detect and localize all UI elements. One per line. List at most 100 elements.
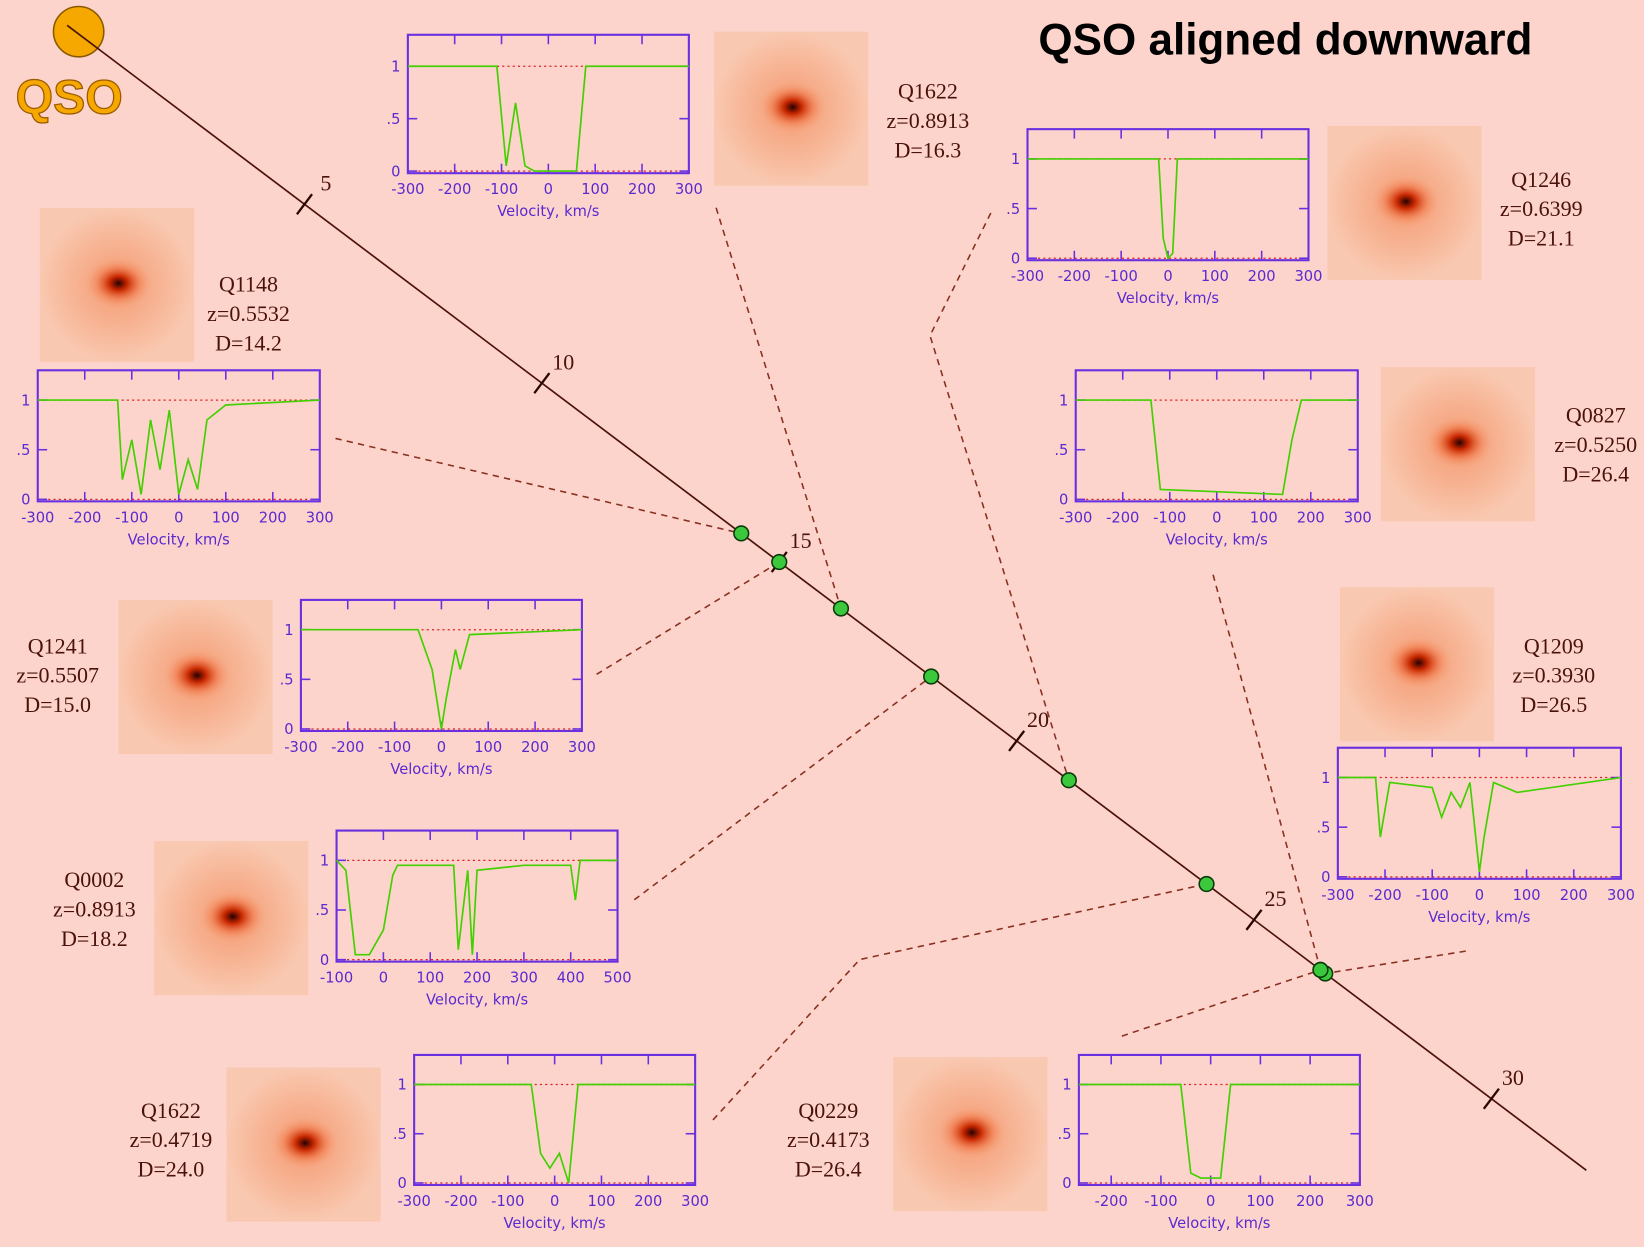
leader-line: [335, 437, 742, 535]
qso-label: QSO: [16, 70, 123, 124]
spectrum-line: [414, 1083, 696, 1184]
x-tick-label: -200: [438, 181, 471, 198]
absorber-dot: [771, 553, 788, 571]
x-tick-label: -100: [1144, 1193, 1177, 1210]
galaxy-blob: [1382, 635, 1455, 691]
y-tick-label: 1: [1011, 151, 1020, 168]
x-tick-label: 300: [1294, 268, 1322, 285]
x-tick-label: 300: [675, 181, 703, 198]
x-axis-label: Velocity, km/s: [426, 992, 528, 1009]
y-tick-label: .5: [1317, 819, 1331, 836]
x-tick-label: 100: [416, 970, 444, 987]
distance-tick: [1008, 730, 1026, 752]
x-tick-label: 0: [174, 509, 183, 526]
x-tick-label: 200: [628, 181, 656, 198]
galaxy-blob: [82, 256, 155, 311]
x-tick-label: -100: [491, 1193, 524, 1210]
system-label: z=0.5250: [1554, 432, 1637, 457]
y-tick-label: .5: [387, 111, 401, 128]
system-label: D=26.4: [795, 1157, 862, 1182]
y-tick-label: 0: [1059, 492, 1068, 509]
x-tick-label: 300: [1344, 509, 1372, 526]
x-tick-label: -100: [1105, 268, 1138, 285]
y-tick-label: 1: [1321, 770, 1330, 787]
system-label: D=24.0: [138, 1157, 205, 1182]
y-tick-label: 1: [1059, 392, 1068, 409]
system-label: z=0.8913: [53, 897, 136, 922]
x-tick-label: -300: [284, 739, 317, 756]
x-tick-label: 300: [568, 739, 596, 756]
spectrum-line: [1075, 399, 1358, 496]
spectrum-line: [300, 628, 582, 730]
system-label: D=16.3: [894, 137, 961, 162]
x-tick-label: 400: [557, 970, 585, 987]
x-axis-label: Velocity, km/s: [504, 1215, 606, 1232]
x-tick-label: -300: [1321, 887, 1354, 904]
x-tick-label: 200: [463, 970, 491, 987]
galaxy-blob: [936, 1105, 1008, 1160]
x-tick-label: -100: [1416, 887, 1449, 904]
system-panel: Q0229 z=0.4173 D=26.4 -200 -100 0 100 200 300 0 .5…: [787, 969, 1374, 1232]
spectrum-line: [1337, 776, 1622, 872]
absorber-dot: [1198, 875, 1215, 893]
x-tick-label: 300: [1607, 887, 1635, 904]
y-tick-label: .5: [1006, 201, 1020, 218]
spectrum-line: [1027, 158, 1309, 260]
system-label: D=26.5: [1520, 692, 1587, 717]
distance-tick-label: 20: [1027, 707, 1049, 732]
system-label: D=26.4: [1562, 461, 1629, 486]
galaxy-blob: [756, 79, 829, 135]
x-tick-label: 300: [1346, 1193, 1374, 1210]
x-axis-label: Velocity, km/s: [1166, 531, 1268, 548]
x-tick-label: 0: [437, 739, 446, 756]
system-label: Q1148: [219, 272, 278, 297]
x-tick-label: 0: [1206, 1193, 1215, 1210]
system-label: Q0827: [1566, 403, 1626, 428]
system-label: Q1622: [898, 79, 958, 104]
absorber-dot: [1312, 961, 1329, 979]
system-label: z=0.4173: [787, 1127, 870, 1152]
y-tick-label: 1: [284, 622, 293, 639]
y-tick-label: .5: [1058, 1126, 1072, 1143]
x-tick-label: 300: [510, 970, 538, 987]
y-tick-label: 1: [320, 853, 329, 870]
galaxy-blob: [1423, 415, 1496, 470]
system-label: z=0.3930: [1512, 663, 1595, 688]
system-label: z=0.5507: [16, 663, 99, 688]
distance-tick-label: 25: [1264, 886, 1286, 911]
x-tick-label: 0: [544, 181, 553, 198]
distance-tick: [1482, 1087, 1500, 1110]
x-tick-label: -100: [320, 970, 353, 987]
x-tick-label: -200: [331, 739, 364, 756]
system-panel: Q1241 z=0.5507 D=15.0 -300 -200 -100 0 100 200 30…: [16, 561, 780, 778]
x-axis-label: Velocity, km/s: [1168, 1215, 1270, 1232]
y-tick-label: 1: [21, 392, 30, 409]
x-tick-label: 100: [474, 739, 502, 756]
y-tick-label: 0: [1011, 250, 1020, 267]
y-tick-label: .5: [393, 1126, 407, 1143]
system-label: Q0229: [798, 1098, 858, 1123]
x-tick-label: 200: [1296, 1193, 1324, 1210]
y-tick-label: 1: [391, 58, 400, 75]
y-tick-label: 0: [397, 1175, 406, 1192]
y-tick-label: 0: [21, 492, 30, 509]
x-axis-label: Velocity, km/s: [390, 761, 492, 778]
system-panel: Q1209 z=0.3930 D=26.5 -300 -200 -100 0 100 200 30…: [1317, 587, 1635, 975]
title: QSO aligned downward: [1038, 16, 1532, 65]
x-tick-label: -100: [115, 509, 148, 526]
spectrum-line: [37, 399, 320, 495]
leader-line: [596, 561, 780, 676]
y-tick-label: 0: [320, 952, 329, 969]
x-tick-label: 200: [1560, 887, 1588, 904]
x-tick-label: 0: [379, 970, 388, 987]
x-tick-label: 0: [1212, 509, 1221, 526]
leader-line: [1121, 969, 1321, 1037]
y-tick-label: 0: [1321, 869, 1330, 886]
distance-tick-label: 15: [790, 528, 812, 553]
y-tick-label: 0: [284, 721, 293, 738]
